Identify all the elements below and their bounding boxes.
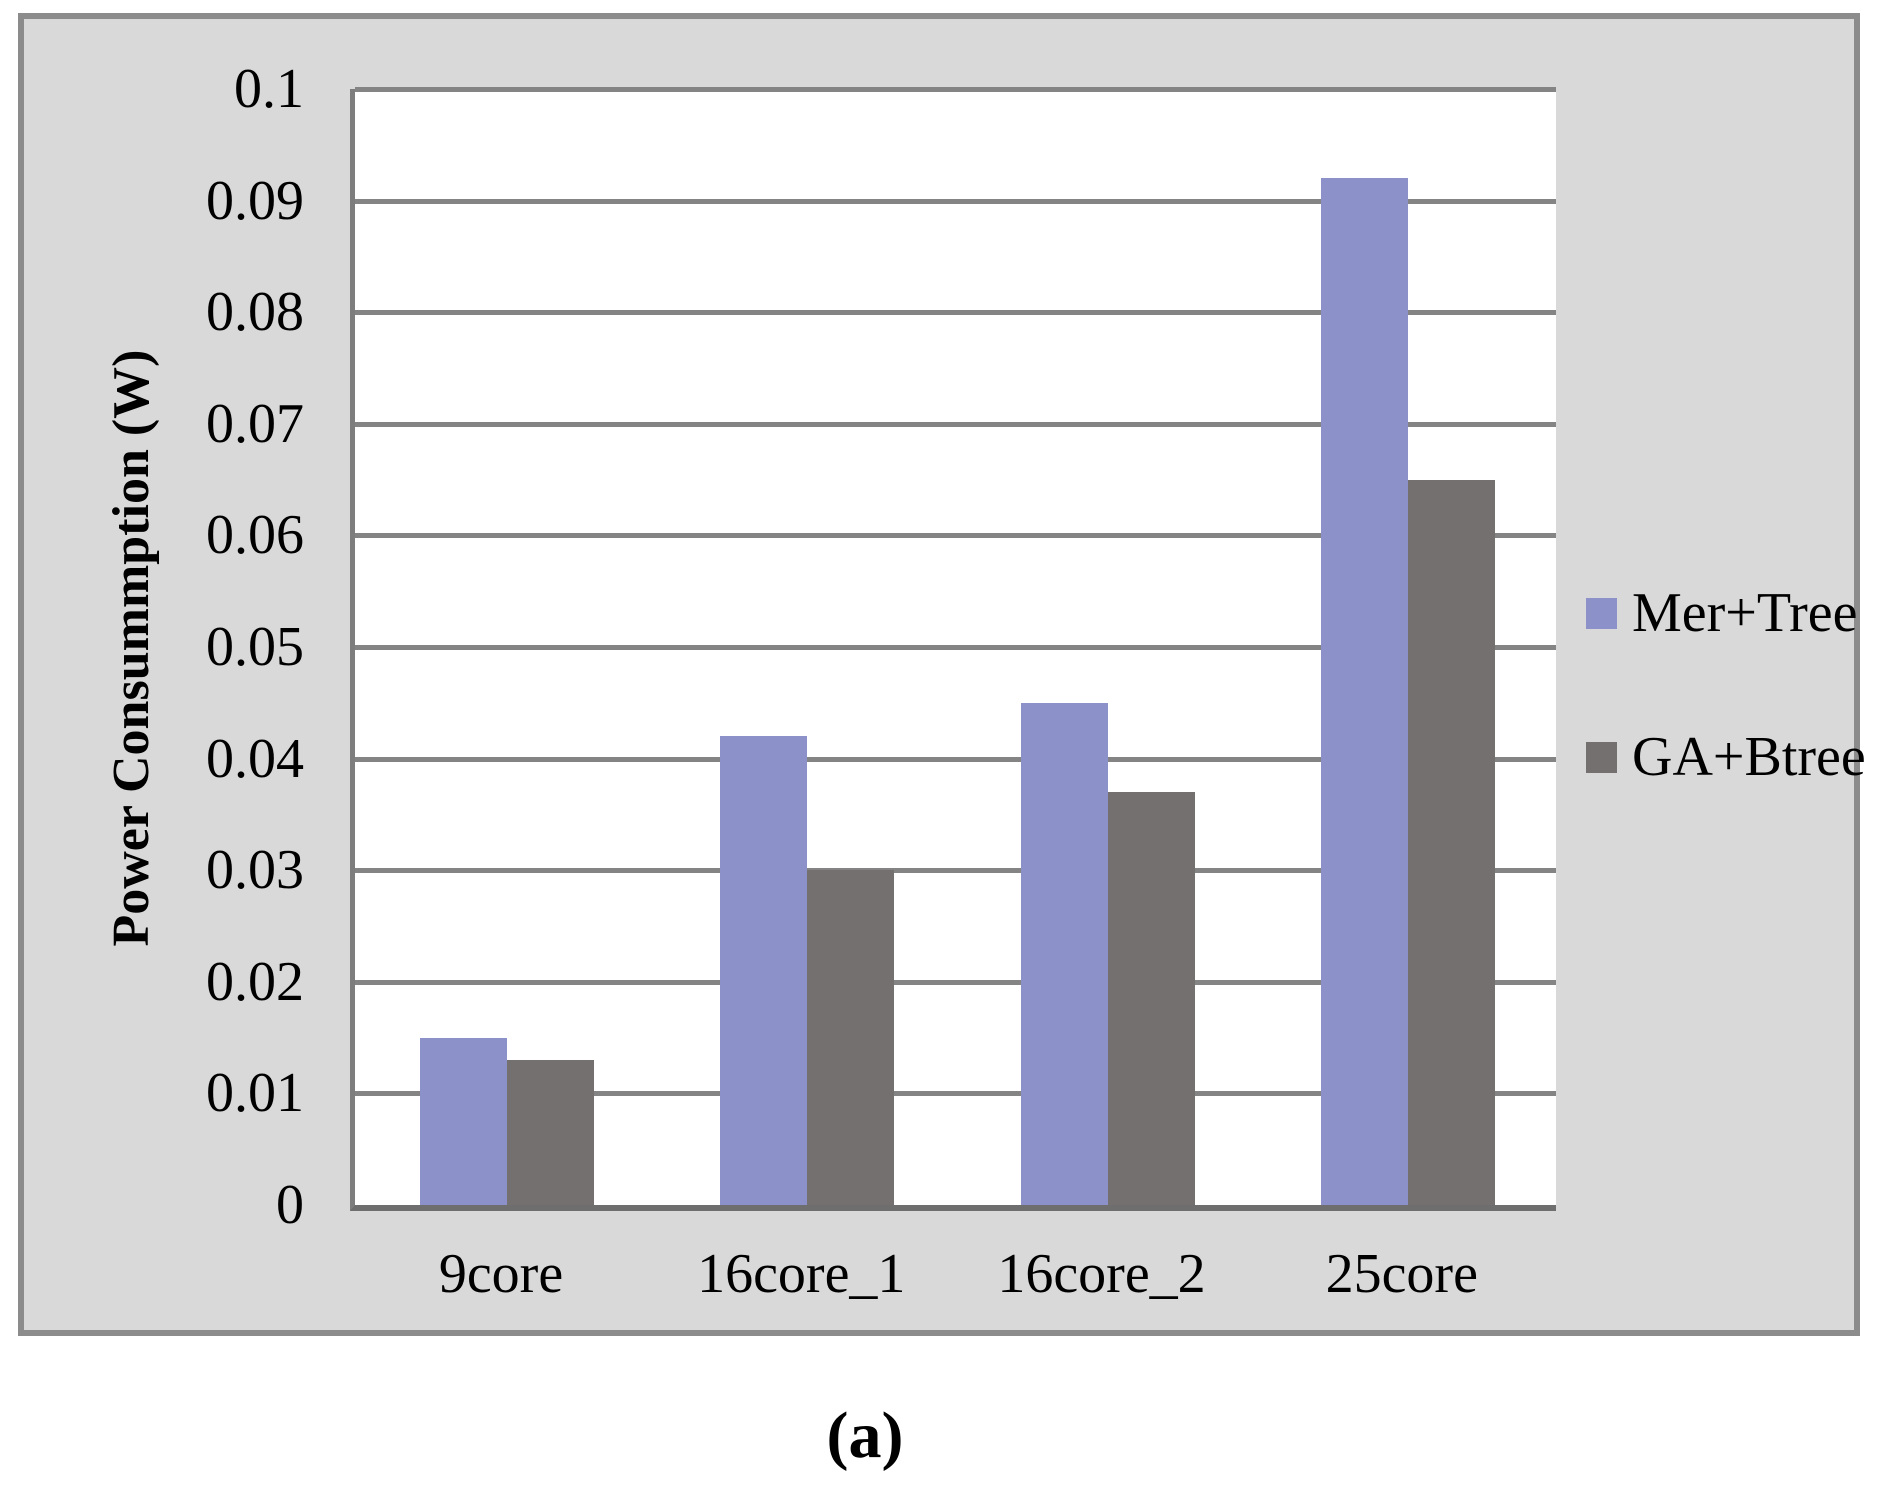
legend-swatch-icon (1586, 597, 1617, 629)
y-tick-label: 0.09 (206, 169, 304, 232)
gridline (355, 645, 1556, 650)
bar-mer-tree-16core_2 (1020, 702, 1108, 1205)
y-tick-label: 0.05 (206, 616, 304, 678)
y-tick-label: 0.07 (206, 392, 304, 455)
bar-ga-btree-16core_2 (1107, 792, 1195, 1205)
y-tick-label: 0.1 (234, 58, 304, 120)
gridline (355, 310, 1556, 316)
y-tick-label: 0.04 (206, 727, 304, 790)
gridline (355, 198, 1556, 204)
bar-ga-btree-9core (507, 1059, 594, 1205)
y-tick-label: 0 (276, 1174, 304, 1236)
x-axis-label-25core: 25core (1325, 1243, 1478, 1305)
legend-item-ga-btree: GA+Btree (1586, 726, 1866, 788)
figure-caption: (a) (826, 1399, 904, 1472)
gridline (355, 756, 1556, 762)
bar-mer-tree-16core_1 (720, 736, 808, 1205)
y-tick-label: 0.06 (206, 504, 304, 567)
gridline (355, 533, 1556, 539)
bar-ga-btree-16core_1 (807, 870, 895, 1205)
bar-ga-btree-25core (1407, 479, 1495, 1205)
gridline (355, 1091, 1556, 1097)
y-tick-label: 0.02 (206, 950, 304, 1013)
legend-swatch-icon (1586, 741, 1617, 773)
x-axis-label-16core_2: 16core_2 (997, 1243, 1206, 1305)
gridline (355, 979, 1556, 985)
bar-mer-tree-25core (1320, 178, 1408, 1205)
gridline (355, 87, 1556, 92)
legend-item-mer-tree: Mer+Tree (1586, 582, 1857, 644)
legend-label: Mer+Tree (1632, 582, 1858, 644)
gridline (355, 421, 1556, 427)
y-tick-label: 0.01 (206, 1062, 304, 1125)
chart-panel: Power Consummption (W) 0 0.01 0.02 0.03 0.04… (18, 13, 1866, 1336)
y-tick-label: 0.03 (206, 839, 304, 902)
legend-label: GA+Btree (1632, 726, 1866, 788)
x-axis-label-9core: 9core (438, 1243, 564, 1305)
bar-mer-tree-9core (420, 1037, 507, 1205)
x-axis-label-16core_1: 16core_1 (697, 1243, 906, 1305)
y-tick-label: 0.08 (206, 281, 304, 344)
plot-area (350, 87, 1556, 1211)
gridline (355, 868, 1556, 874)
